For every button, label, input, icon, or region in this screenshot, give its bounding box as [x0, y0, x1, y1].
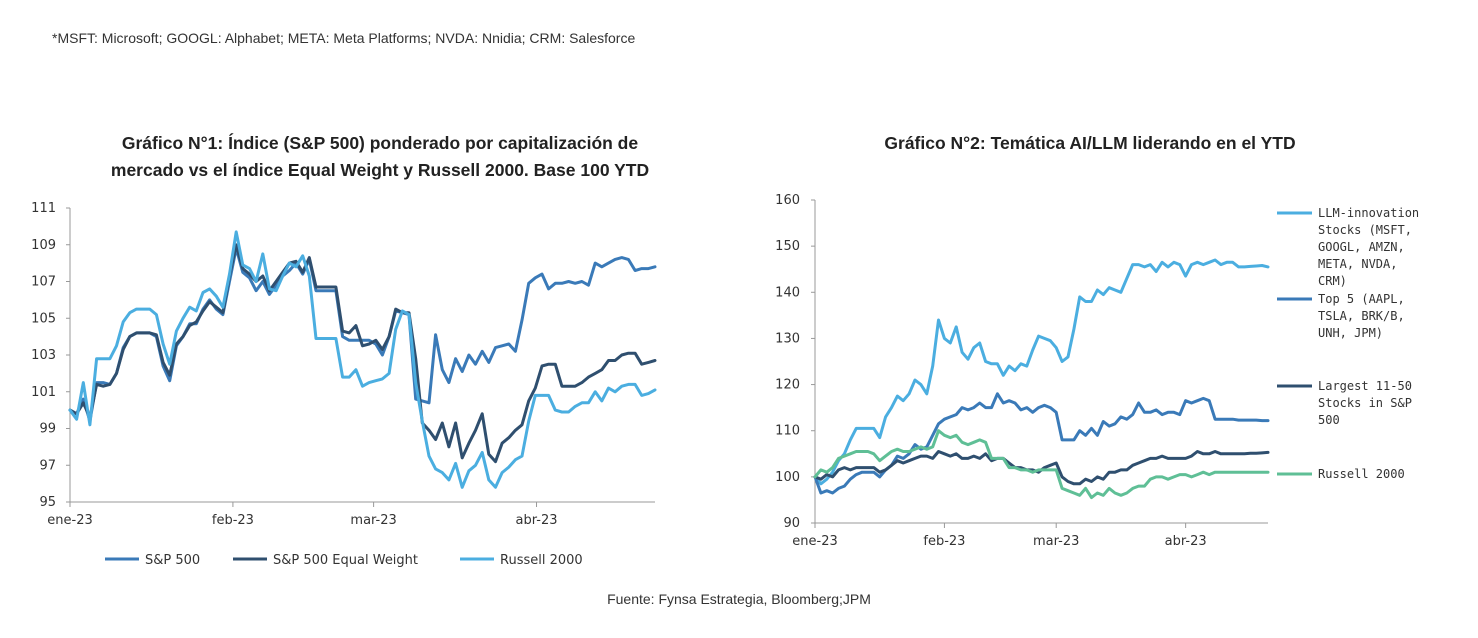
chart2-y-tick-label: 100	[775, 470, 800, 485]
chart2-legend-label-1: CRM)	[1318, 274, 1347, 288]
chart2-series-line-2	[813, 392, 1270, 495]
chart2-legend-label-2: Top 5 (AAPL,	[1318, 292, 1405, 306]
chart2-y-tick-label: 150	[775, 239, 800, 254]
chart2-x-tick-label: abr-23	[1165, 534, 1207, 549]
chart2-legend-label-2: TSLA, BRK/B,	[1318, 309, 1405, 323]
chart1-series-line-2	[68, 243, 657, 464]
chart2-legend-label-3: Largest 11-50	[1318, 379, 1412, 393]
chart2-y-tick-label: 90	[783, 516, 800, 531]
chart2-legend-label-3: Stocks in S&P	[1318, 396, 1412, 410]
source-note: Fuente: Fynsa Estrategia, Bloomberg;JPM	[607, 591, 871, 607]
chart2-y-tick-label: 140	[775, 285, 800, 300]
chart2-legend-label-1: META, NVDA,	[1318, 257, 1397, 271]
chart2-legend-label-1: LLM-innovation	[1318, 206, 1419, 220]
chart2-y-tick-label: 130	[775, 331, 800, 346]
chart1-y-tick-label: 105	[31, 311, 56, 326]
chart2-y-tick-label: 120	[775, 378, 800, 393]
chart2-legend-label-1: GOOGL, AMZN,	[1318, 240, 1405, 254]
chart1-y-tick-label: 109	[31, 238, 56, 253]
chart1-series-line-1	[68, 246, 657, 423]
chart1-x-tick-label: mar-23	[350, 513, 396, 528]
chart2-legend-label-1: Stocks (MSFT,	[1318, 223, 1412, 237]
chart1-y-tick-label: 103	[31, 348, 56, 363]
chart2-y-tick-label: 160	[775, 193, 800, 208]
chart1-legend-label-2: S&P 500 Equal Weight	[273, 553, 418, 568]
chart1-title-line2: mercado vs el índice Equal Weight y Russ…	[110, 160, 650, 180]
chart1-legend-label-3: Russell 2000	[500, 553, 583, 568]
chart2-series-line-1	[813, 258, 1270, 486]
chart1-x-tick-label: abr-23	[516, 513, 558, 528]
chart1-y-tick-label: 107	[31, 275, 56, 290]
chart1-x-tick-label: feb-23	[212, 513, 254, 528]
chart1-title: Gráfico N°1: Índice (S&P 500) ponderado …	[40, 130, 720, 184]
chart2-legend-label-2: UNH, JPM)	[1318, 326, 1383, 340]
chart1-title-line1: Gráfico N°1: Índice (S&P 500) ponderado …	[121, 133, 639, 153]
chart2-series-line-4	[813, 429, 1270, 500]
chart2-legend-label-3: 500	[1318, 413, 1340, 427]
chart1-y-tick-label: 97	[39, 458, 56, 473]
chart2-x-tick-label: mar-23	[1033, 534, 1079, 549]
chart1-y-tick-label: 111	[31, 201, 56, 216]
chart2-x-tick-label: feb-23	[923, 534, 965, 549]
chart2-legend-label-4: Russell 2000	[1318, 467, 1405, 481]
chart2-y-tick-label: 110	[775, 424, 800, 439]
chart1-y-tick-label: 95	[39, 495, 56, 510]
chart1-y-tick-label: 99	[39, 422, 56, 437]
footnote: *MSFT: Microsoft; GOOGL: Alphabet; META:…	[52, 30, 636, 46]
chart1-series-line-3	[68, 230, 657, 489]
chart1-x-tick-label: ene-23	[47, 513, 92, 528]
chart1-y-tick-label: 101	[31, 385, 56, 400]
chart2-x-tick-label: ene-23	[792, 534, 837, 549]
chart2-title: Gráfico N°2: Temática AI/LLM liderando e…	[884, 133, 1296, 153]
chart1-legend-label-1: S&P 500	[145, 553, 200, 568]
